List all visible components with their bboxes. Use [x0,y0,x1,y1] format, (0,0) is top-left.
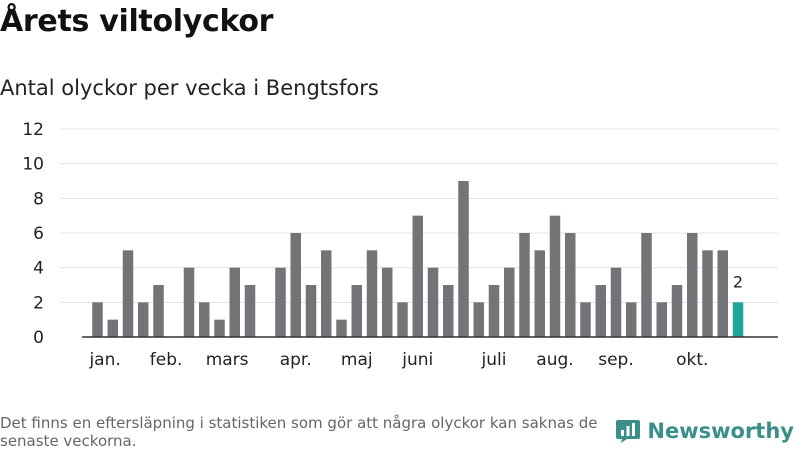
bar [244,285,256,337]
bar-chart: 0 2 4 6 8 10 12 jan. feb. mars apr. maj juni juli aug… [22,120,778,370]
bar [122,250,134,337]
bar [732,302,744,337]
x-tick-label: feb. [150,350,183,370]
x-tick-label: juli [481,350,507,370]
bar [351,285,362,337]
bar [717,250,728,337]
bar [92,302,103,337]
bar [183,267,195,337]
bar [138,302,149,337]
y-tick-label: 12 [22,120,44,140]
bar [641,233,652,337]
bar [565,233,576,337]
bar [305,285,317,337]
chart-subtitle: Antal olyckor per vecka i Bengtsfors [0,76,379,100]
bar [610,267,622,337]
bar [275,267,286,337]
bar [427,267,439,337]
x-axis-ticks: jan. feb. mars apr. maj juni juli aug. sep. okt. [88,350,708,370]
bar [382,267,393,337]
x-tick-label: jan. [88,350,120,370]
y-tick-label: 6 [33,224,44,244]
brand-name: Newsworthy [647,419,794,443]
x-tick-label: juni [401,350,433,370]
y-tick-label: 2 [33,293,44,313]
bar [412,215,423,337]
bar [504,267,515,337]
bar [549,215,561,337]
bar [595,285,606,337]
bar [107,319,118,337]
x-tick-label: okt. [676,350,708,370]
bar [199,302,210,337]
x-tick-label: apr. [280,350,312,370]
bars [92,181,744,337]
bar [687,233,698,337]
bar [473,302,484,337]
newsworthy-logo-icon [616,420,641,443]
bar [397,302,408,337]
y-tick-label: 4 [33,259,44,279]
bar [626,302,637,337]
x-tick-label: mars [206,350,249,370]
bar [366,250,378,337]
bar [336,319,347,337]
data-labels: 2 [733,272,743,291]
bar [580,302,591,337]
x-tick-label: sep. [598,350,634,370]
bar [229,267,240,337]
bar [519,233,530,337]
bar [153,285,164,337]
y-tick-label: 10 [22,155,44,175]
bar [214,319,225,337]
x-tick-label: maj [341,350,373,370]
data-label: 2 [733,272,743,291]
y-axis-ticks: 0 2 4 6 8 10 12 [22,120,44,348]
bar [458,181,469,337]
brand-logo: Newsworthy [615,418,794,444]
bar [702,250,713,337]
bar [443,285,454,337]
y-tick-label: 0 [33,328,44,348]
x-tick-label: aug. [536,350,573,370]
chart-title: Årets viltolyckor [0,4,274,39]
bar [321,250,332,337]
bar [671,285,683,337]
bar [534,250,545,337]
footnote: Det finns en eftersläpning i statistiken… [0,414,598,450]
bar [488,285,500,337]
bar [656,302,667,337]
bar [290,233,301,337]
y-tick-label: 8 [33,189,44,209]
